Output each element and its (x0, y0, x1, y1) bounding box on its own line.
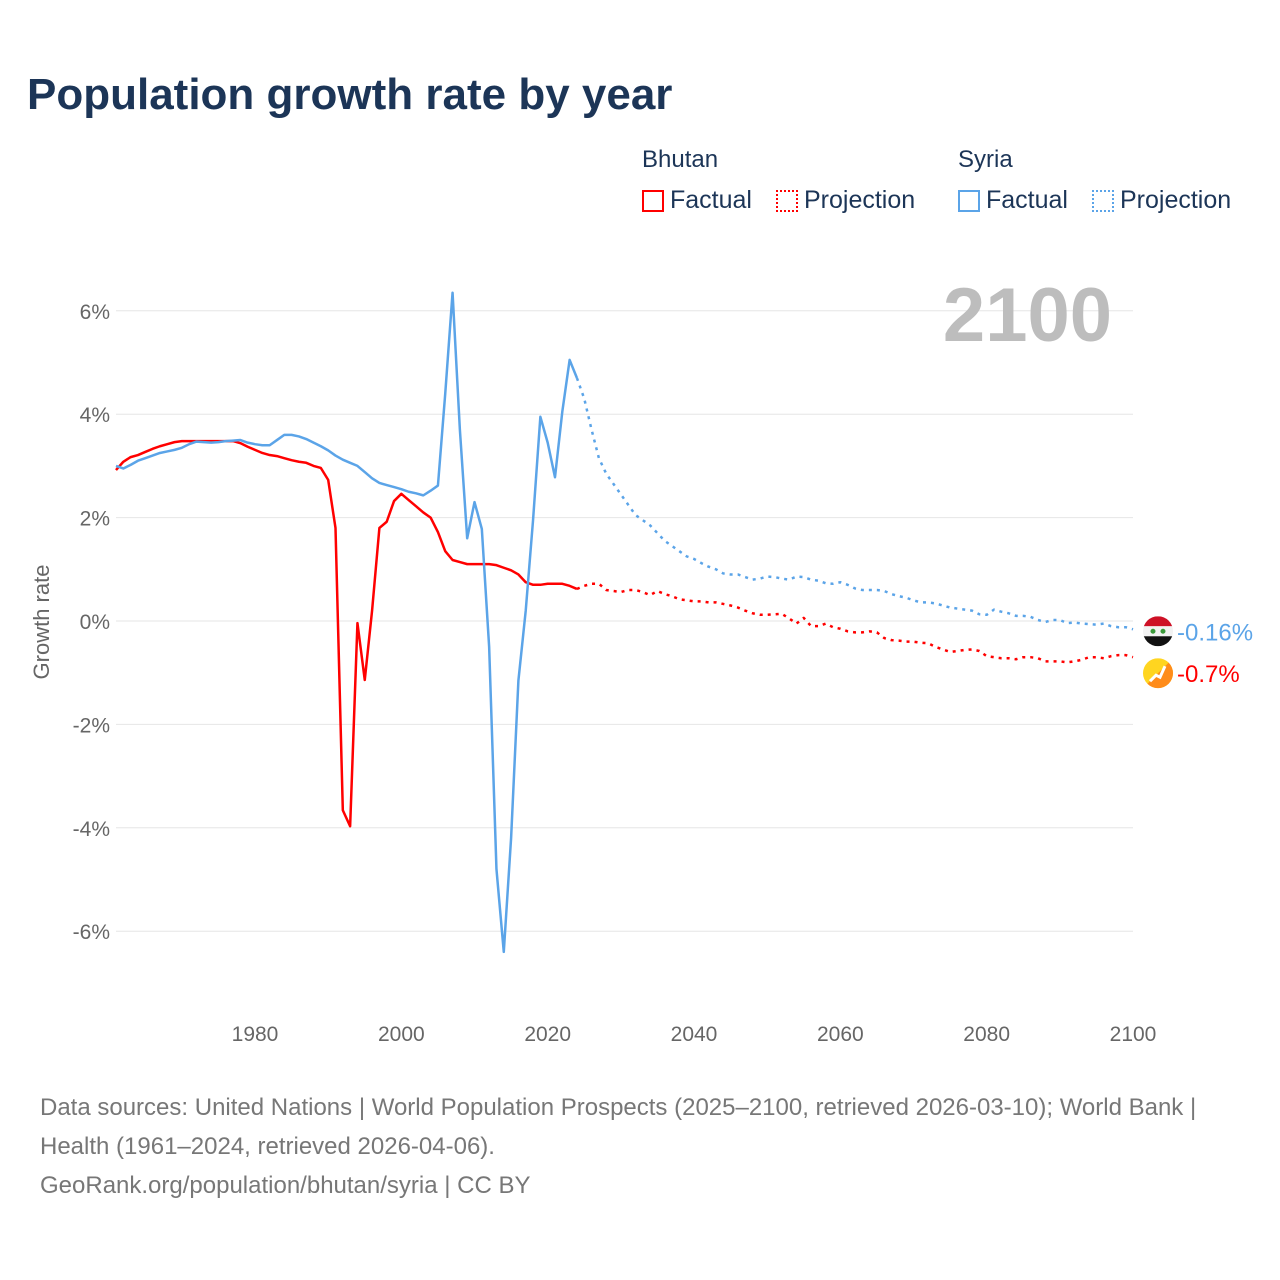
syria-factual-line (115, 291, 579, 954)
legend-label: Projection (804, 186, 916, 214)
y-tick-label: -4% (73, 818, 110, 841)
flag-star (1160, 628, 1166, 634)
dotted-swatch-icon (1092, 189, 1114, 212)
dotted-swatch-icon (776, 189, 798, 212)
bhutan-flag-icon (1143, 658, 1173, 689)
flag-stripe (1143, 616, 1173, 627)
bhutan-factual-line (115, 439, 578, 828)
solid-swatch-icon (958, 189, 980, 212)
x-tick-label: 2100 (1110, 1023, 1157, 1046)
end-value-label: -0.7% (1177, 661, 1240, 688)
flag-star (1150, 628, 1156, 634)
legend-syria-factual[interactable]: Factual (958, 186, 1068, 215)
y-tick-label: -2% (73, 714, 110, 737)
y-tick-label: 2% (80, 508, 110, 531)
solid-swatch-icon (642, 189, 664, 212)
flag-dragon (1148, 665, 1167, 683)
x-tick-label: 2000 (378, 1023, 425, 1046)
legend-heading-bhutan: Bhutan (642, 146, 719, 173)
syria-flag-icon (1143, 616, 1173, 647)
data-sources: Data sources: United Nations | World Pop… (40, 1094, 1197, 1160)
y-tick-label: 0% (80, 611, 110, 634)
x-tick-label: 2060 (817, 1023, 864, 1046)
x-tick-label: 2080 (963, 1023, 1010, 1046)
flag-stripe (1143, 636, 1173, 647)
legend-syria-projection[interactable]: Projection (1092, 186, 1231, 215)
current-year-label: 2100 (942, 273, 1112, 358)
y-tick-label: 4% (80, 404, 110, 427)
bhutan-projection-line (576, 582, 1134, 664)
y-tick-label: -6% (73, 921, 110, 944)
y-tick-label: 6% (80, 301, 110, 324)
end-value-label: -0.16% (1177, 619, 1253, 646)
legend-label: Factual (670, 186, 752, 214)
legend-label: Projection (1120, 186, 1232, 214)
footer: Data sources: United Nations | World Pop… (40, 1088, 1240, 1205)
flag-stripe (1143, 626, 1173, 637)
legend-bhutan-factual[interactable]: Factual (642, 186, 752, 215)
syria-projection-line (575, 377, 1134, 631)
legend-heading-syria: Syria (958, 146, 1013, 173)
y-axis-label: Growth rate (29, 564, 54, 680)
credit-link[interactable]: GeoRank.org/population/bhutan/syria | CC… (40, 1172, 531, 1199)
legend-bhutan-projection[interactable]: Projection (776, 186, 915, 215)
chart-title: Population growth rate by year (27, 70, 673, 119)
x-tick-label: 1980 (232, 1023, 279, 1046)
x-tick-label: 2040 (671, 1023, 718, 1046)
x-tick-label: 2020 (524, 1023, 571, 1046)
legend-label: Factual (986, 186, 1068, 214)
